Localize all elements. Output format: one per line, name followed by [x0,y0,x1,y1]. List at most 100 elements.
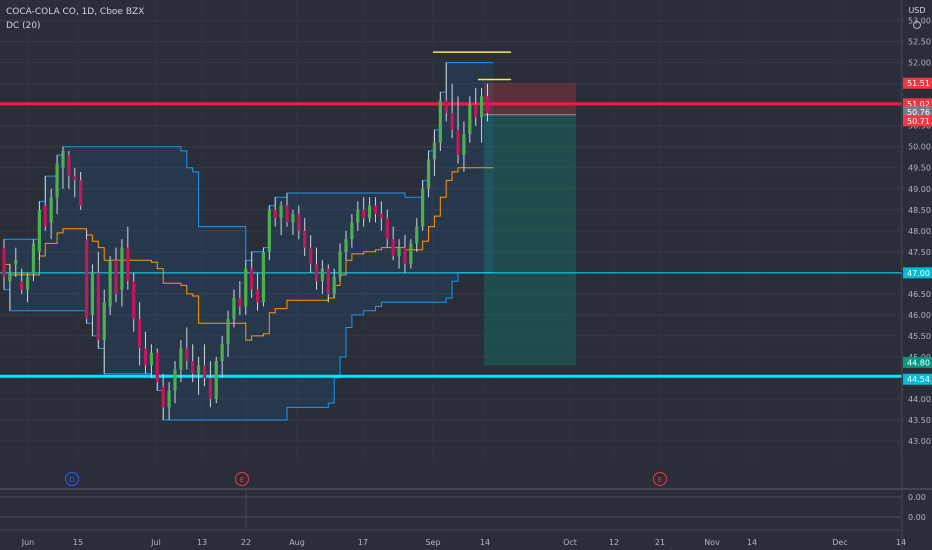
price-label-text: 51.02 [907,100,930,109]
candle [326,264,330,303]
candle [132,272,136,332]
horizontal-levels[interactable] [0,102,902,378]
candle-body [114,260,118,294]
price-tick-label: 48.00 [908,227,931,236]
candle-body [238,298,242,307]
candle-body [426,159,431,189]
candle [385,209,389,248]
candle-body [250,268,254,290]
candle-body [267,209,271,252]
candle-body [20,281,24,290]
candle [79,171,83,210]
candle-body [167,390,171,408]
candle [291,209,295,235]
event-marker-circle [65,472,79,486]
time-tick-label: 14 [480,538,490,547]
candle-body [474,104,478,118]
candle-body [367,205,372,219]
candle-body [332,277,336,294]
donchian-channel [4,62,494,421]
candle-body [73,176,77,181]
price-axis[interactable]: USD43.0043.5044.0044.5045.0045.5046.0046… [901,0,932,550]
price-label-bg [903,98,932,110]
candle-body [379,213,383,219]
candle-body [291,213,295,223]
candle-body [108,260,112,307]
candle-body [409,243,413,265]
candle [338,243,342,282]
price-tick-label: 44.00 [908,395,931,404]
candle [149,344,154,378]
candle-body [67,155,71,177]
candle [220,335,224,378]
time-axis[interactable]: Jun 15 Jul 13 22 Aug 17 Sep 14 Oct 12 21 Nov 14 Dec 14 [0,529,906,547]
event-marker-circle [653,472,667,486]
candle-body [456,129,460,156]
candle [73,167,77,198]
short-position-tool[interactable] [484,83,576,366]
candle-body [303,230,307,248]
candle-body [84,239,89,320]
candle-body [126,247,130,282]
candle-body [96,272,100,341]
event-marker: E [235,472,249,486]
candle [161,373,165,420]
candle [90,264,95,336]
candle [102,289,106,374]
candle [444,62,448,122]
price-label: 47.00 [903,267,932,279]
gear-icon [913,21,921,29]
channel-fill [4,62,494,420]
candle [409,239,413,269]
lower-pane-tick: 0.00 [908,513,926,522]
candle [114,247,118,303]
candle-body [314,264,319,282]
candle-body [261,251,266,303]
candle-body [480,96,484,118]
target-lines[interactable] [433,51,511,81]
candle [96,251,100,349]
candle-body [2,247,6,278]
candle [320,260,325,294]
price-tick-label: 52.50 [908,38,931,47]
price-label: 44.54 [903,373,932,385]
time-tick-label: 22 [241,538,251,547]
time-tick-label: 14 [747,538,757,547]
event-marker: D [65,472,79,486]
candle-body [37,209,41,252]
symbol-title[interactable]: COCA-COLA CO, 1D, Cboe BZX [6,7,145,17]
candle [462,121,466,172]
take-profit-zone [484,114,576,366]
candle-body [202,365,207,378]
time-tick-label: 21 [655,538,665,547]
candle-body [279,205,283,219]
candle [84,230,89,324]
candle-body [14,260,18,265]
time-tick-label: 13 [197,538,207,547]
price-label: 44.80 [903,356,932,368]
candle-body [132,281,136,320]
candle [273,197,277,227]
candle-body [468,104,472,135]
candle [20,268,24,294]
price-tick-label: 53.00 [908,17,931,26]
price-label: 51.51 [903,77,932,89]
indicator-label[interactable]: DC (20) [6,21,41,31]
currency-label: USD [908,6,925,15]
price-label-bg [903,115,932,127]
candle [143,331,148,374]
candle [126,226,130,290]
candle-body [155,352,159,383]
candlesticks[interactable] [2,62,490,420]
candle [214,356,218,404]
candle [55,155,59,214]
candle-body [403,247,407,265]
candle-body [373,205,378,214]
candle-body [143,348,148,366]
time-tick-label: Jun [21,538,35,547]
candle [297,205,301,240]
time-tick-label: Jul [150,538,161,547]
price-label-bg [903,106,932,118]
